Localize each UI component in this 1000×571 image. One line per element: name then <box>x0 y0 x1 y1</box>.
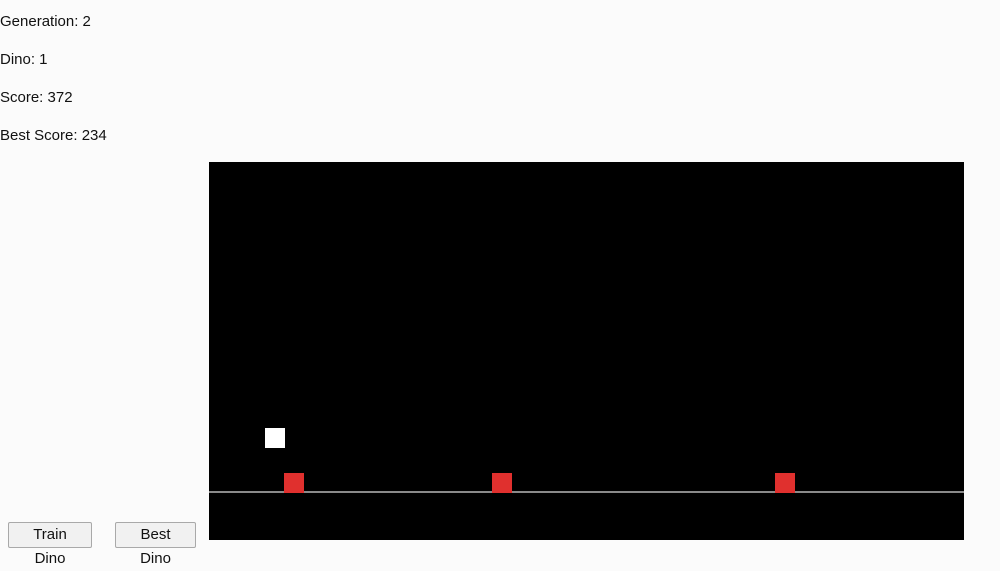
generation-label: Generation: 2 <box>0 13 91 30</box>
game-canvas[interactable] <box>209 162 964 540</box>
score-label: Score: 372 <box>0 89 73 106</box>
obstacle <box>775 473 795 493</box>
ground-line <box>209 491 964 493</box>
best-dino-button[interactable]: Best Dino <box>115 522 196 567</box>
dino-label: Dino: 1 <box>0 51 48 68</box>
best-score-label: Best Score: 234 <box>0 127 107 144</box>
train-dino-button[interactable]: Train Dino <box>8 522 92 567</box>
stats-panel: Generation: 2 Dino: 1 Score: 372 Best Sc… <box>0 0 300 160</box>
obstacle <box>284 473 304 493</box>
dino-player <box>265 428 285 448</box>
obstacle <box>492 473 512 493</box>
